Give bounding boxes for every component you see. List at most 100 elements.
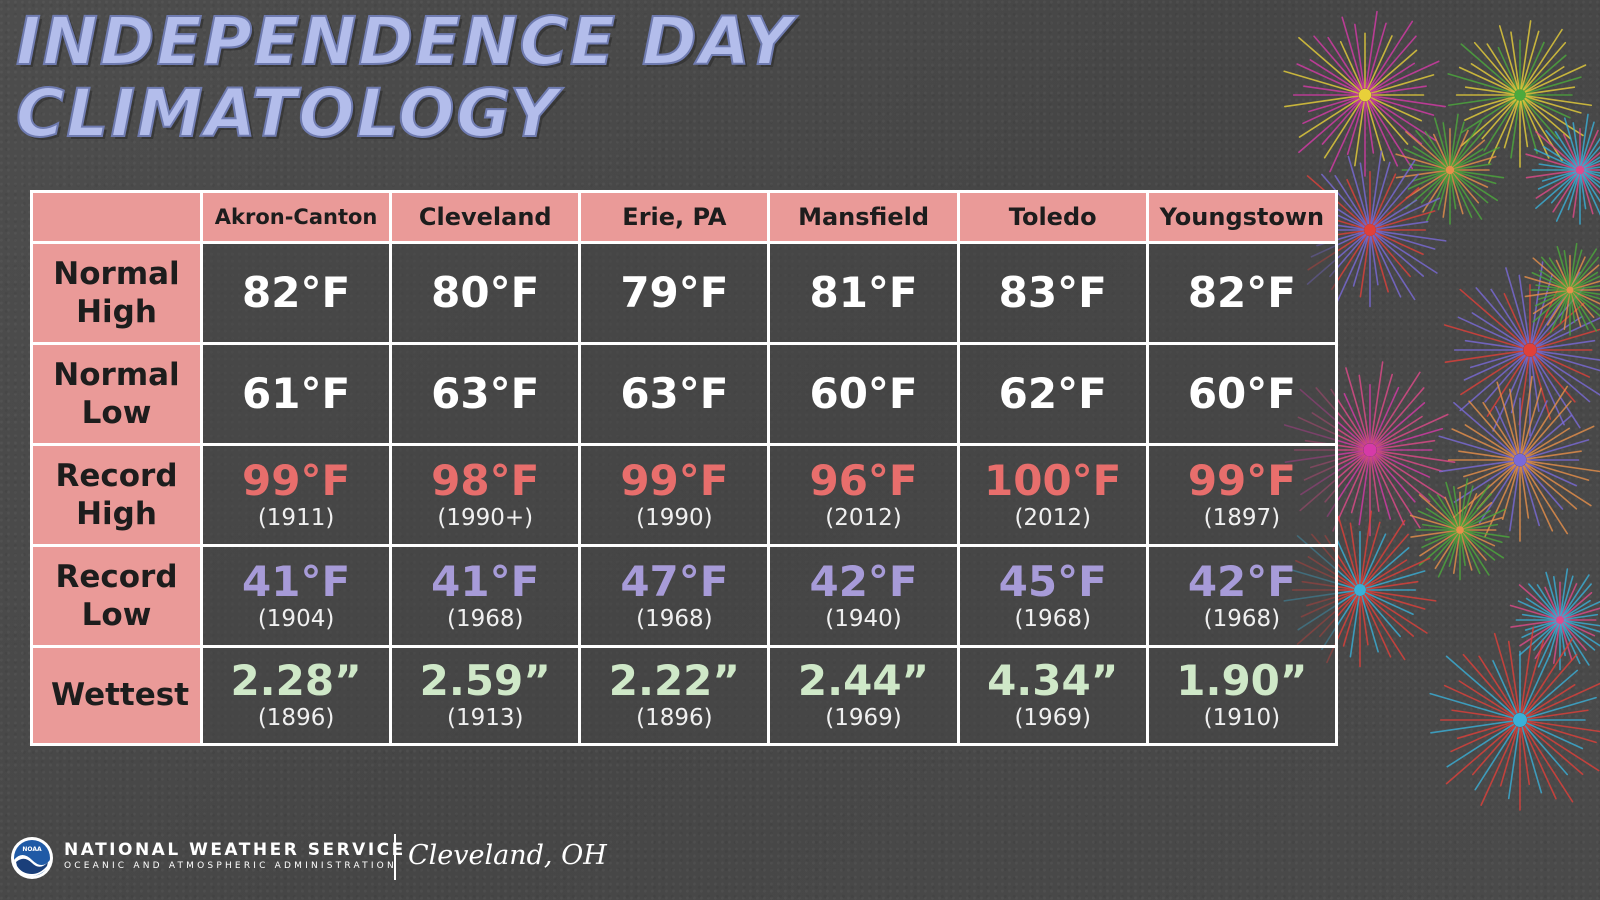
table-cell: 81°F [767, 241, 960, 345]
cell-year: (1969) [825, 705, 902, 732]
column-header-mansfield: Mansfield [767, 190, 960, 244]
table-corner-cell [30, 190, 203, 244]
cell-value: 96°F [809, 455, 918, 505]
title-line-1: INDEPENDENCE DAY [15, 3, 795, 80]
cell-value: 2.22” [608, 656, 740, 706]
firework-burst [1438, 375, 1600, 542]
cell-year: (1904) [257, 605, 335, 632]
table-cell: 99°F (1990) [578, 442, 771, 547]
cell-value: 42°F [809, 556, 918, 606]
firework-burst [1524, 242, 1600, 336]
table-cell: 2.44” (1969) [767, 644, 960, 747]
cell-value: 100°F [984, 455, 1122, 505]
column-header-toledo: Toledo [956, 190, 1149, 244]
title-line-2: CLIMATOLOGY [15, 75, 560, 152]
table-cell: 99°F (1897) [1145, 442, 1339, 547]
cell-year: (1990+) [437, 504, 534, 531]
cell-value: 60°F [1187, 368, 1296, 418]
table-cell: 63°F [389, 341, 582, 446]
cell-year: (1910) [1203, 705, 1281, 732]
column-header-youngstown: Youngstown [1145, 190, 1339, 244]
cell-value: 63°F [431, 368, 540, 418]
footer-divider [394, 834, 396, 880]
row-label-wettest: Wettest [30, 644, 203, 747]
table-cell: 60°F [1145, 341, 1339, 446]
table-cell: 41°F (1904) [199, 543, 393, 648]
table-row: Wettest 2.28” (1896) 2.59” (1913) 2.22” (1896)… [30, 644, 1339, 747]
cell-value: 2.59” [419, 656, 551, 706]
cell-value: 45°F [998, 556, 1107, 606]
firework-burst [1395, 113, 1505, 225]
table-cell: 60°F [767, 341, 960, 446]
table-cell: 42°F (1940) [767, 543, 960, 648]
cell-value: 41°F [431, 556, 540, 606]
table-cell: 80°F [389, 241, 582, 345]
table-row: Record Low 41°F (1904) 41°F (1968) 47°F (1968)… [30, 543, 1339, 648]
footer: NOAA NATIONAL WEATHER SERVICE OCEANIC AN… [10, 832, 607, 884]
cell-year: (2012) [825, 504, 902, 531]
table-cell: 41°F (1968) [389, 543, 582, 648]
cell-value: 82°F [1187, 267, 1296, 317]
cell-value: 60°F [809, 368, 918, 418]
table-cell: 98°F (1990+) [389, 442, 582, 547]
cell-value: 99°F [242, 455, 351, 505]
table-row: Normal Low 61°F 63°F 63°F 60°F 62°F 60°F [30, 341, 1339, 446]
row-label-normal-high: Normal High [30, 241, 203, 345]
cell-year: (1990) [636, 504, 713, 531]
cell-year: (1968) [1203, 605, 1281, 632]
cell-year: (1940) [825, 605, 902, 632]
agency-subtitle: OCEANIC AND ATMOSPHERIC ADMINISTRATION [64, 861, 397, 871]
cell-value: 98°F [431, 455, 540, 505]
firework-burst [1283, 10, 1446, 177]
cell-value: 1.90” [1176, 656, 1308, 706]
noaa-logo-icon: NOAA [11, 837, 53, 879]
climatology-table: Akron-Canton Cleveland Erie, PA Mansfiel… [30, 190, 1339, 747]
noaa-logo-text: NOAA [22, 846, 42, 853]
office-name: Cleveland, OH [408, 840, 607, 871]
agency-name: NATIONAL WEATHER SERVICE [64, 840, 406, 860]
cell-year: (1896) [257, 705, 335, 732]
cell-year: (1969) [1014, 705, 1091, 732]
firework-burst [1429, 626, 1600, 811]
table-header-row: Akron-Canton Cleveland Erie, PA Mansfiel… [30, 190, 1339, 244]
column-header-akron-canton: Akron-Canton [199, 190, 393, 244]
column-header-cleveland: Cleveland [389, 190, 582, 244]
table-cell: 2.59” (1913) [389, 644, 582, 747]
cell-year: (1968) [1014, 605, 1091, 632]
table-row: Normal High 82°F 80°F 79°F 81°F 83°F 82°F [30, 241, 1339, 345]
table-cell: 1.90” (1910) [1145, 644, 1339, 747]
cell-value: 99°F [1187, 455, 1296, 505]
cell-value: 99°F [620, 455, 729, 505]
table-cell: 100°F (2012) [956, 442, 1149, 547]
column-header-erie: Erie, PA [578, 190, 771, 244]
row-label-record-low: Record Low [30, 543, 203, 648]
table-cell: 99°F (1911) [199, 442, 393, 547]
cell-value: 4.34” [987, 656, 1119, 706]
cell-value: 80°F [431, 267, 540, 317]
table-cell: 42°F (1968) [1145, 543, 1339, 648]
cell-year: (1911) [257, 504, 335, 531]
table-cell: 79°F [578, 241, 771, 345]
cell-value: 47°F [620, 556, 729, 606]
table-cell: 45°F (1968) [956, 543, 1149, 648]
cell-value: 63°F [620, 368, 729, 418]
firework-burst [1525, 113, 1600, 225]
table-cell: 82°F [199, 241, 393, 345]
cell-value: 81°F [809, 267, 918, 317]
page-title: INDEPENDENCE DAY CLIMATOLOGY [15, 3, 795, 152]
cell-year: (1897) [1203, 504, 1281, 531]
row-label-record-high: Record High [30, 442, 203, 547]
table-cell: 2.28” (1896) [199, 644, 393, 747]
cell-value: 83°F [998, 267, 1107, 317]
table-cell: 4.34” (1969) [956, 644, 1149, 747]
cell-value: 62°F [998, 368, 1107, 418]
cell-value: 79°F [620, 267, 729, 317]
cell-year: (1968) [446, 605, 524, 632]
table-cell: 2.22” (1896) [578, 644, 771, 747]
cell-year: (1896) [636, 705, 713, 732]
cell-year: (2012) [1014, 504, 1091, 531]
table-cell: 83°F [956, 241, 1149, 345]
table-cell: 63°F [578, 341, 771, 446]
cell-value: 42°F [1187, 556, 1296, 606]
cell-year: (1913) [446, 705, 524, 732]
